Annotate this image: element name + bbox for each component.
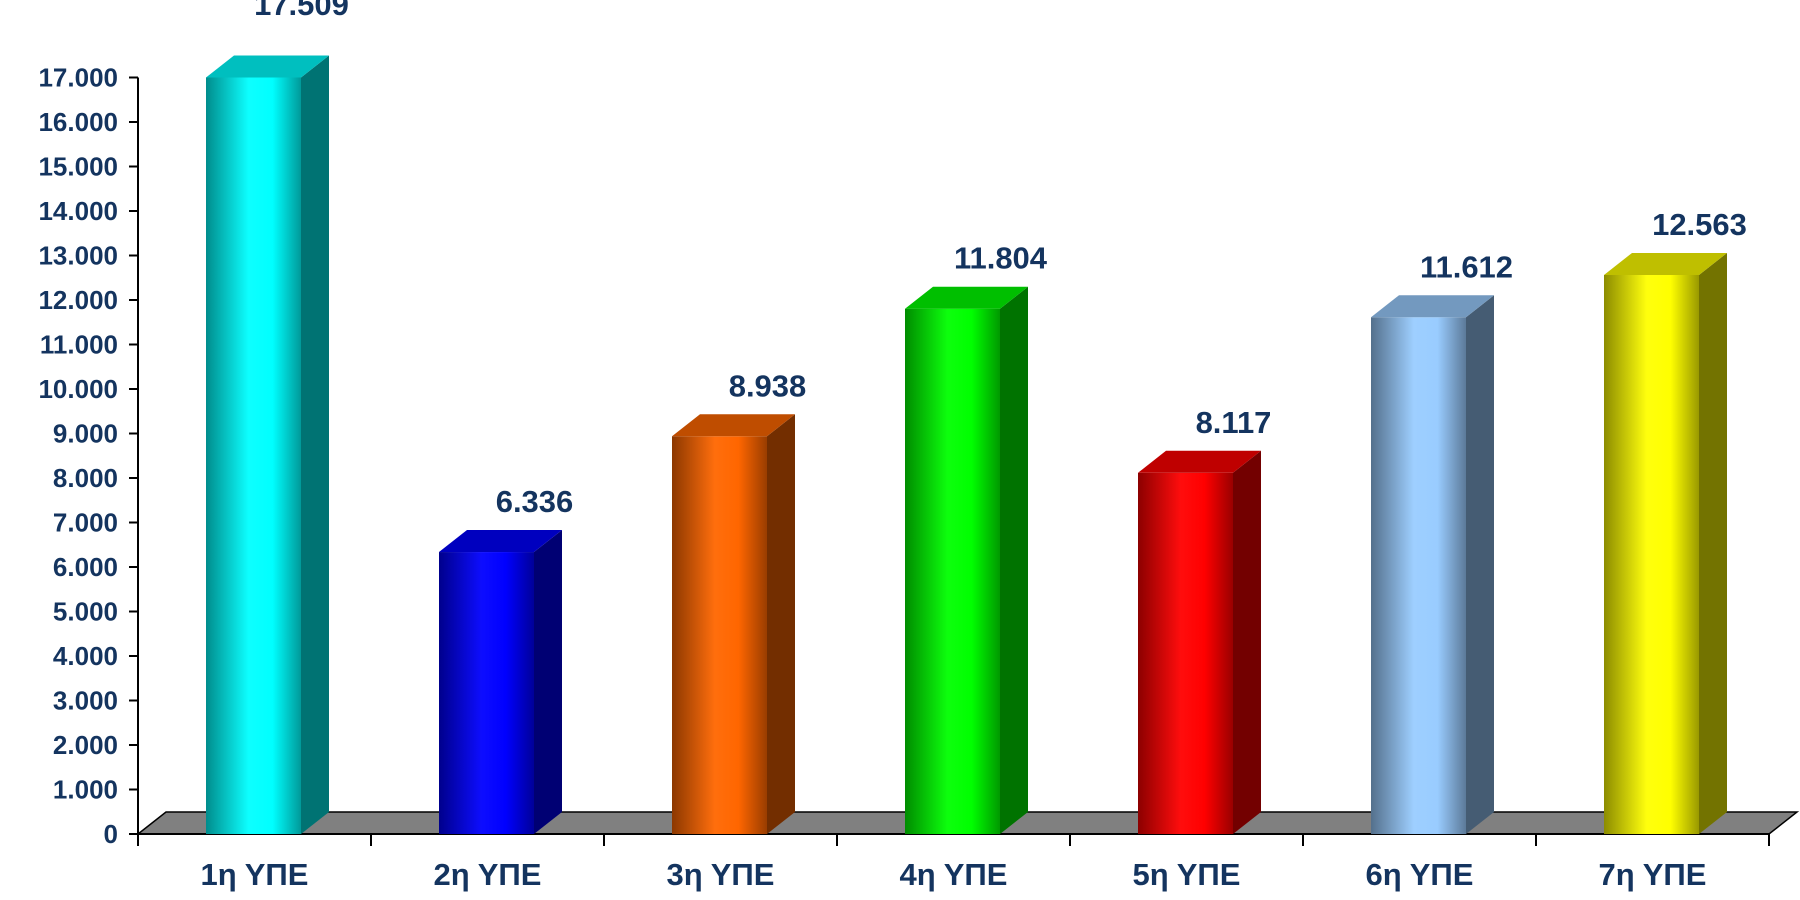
bar-side: [1000, 286, 1028, 834]
bar: [1604, 252, 1727, 834]
bar-value-label: 11.804: [954, 241, 1048, 276]
bar: [1138, 450, 1261, 834]
bar-front: [1604, 274, 1699, 834]
y-tick-label: 16.000: [38, 107, 118, 137]
bar-front: [1371, 317, 1466, 834]
bar: [1371, 295, 1494, 834]
y-tick-label: 14.000: [38, 196, 118, 226]
bar-value-label: 8.117: [1196, 405, 1272, 440]
x-category-label: 1η ΥΠΕ: [201, 857, 309, 892]
y-tick-label: 8.000: [53, 463, 118, 493]
bar-value-label: 11.612: [1420, 249, 1513, 284]
value-labels: 17.509 6.336 8.938 11.804 8.117 11.612 12.563: [254, 0, 1747, 519]
y-tick-label: 15.000: [38, 152, 118, 182]
bar-side: [1466, 295, 1494, 834]
bar-top: [1371, 295, 1494, 318]
bar-side: [1699, 252, 1727, 834]
y-tick-label: 9.000: [53, 419, 118, 449]
bar-side: [534, 530, 562, 834]
bar-front: [206, 77, 301, 834]
x-category-label: 7η ΥΠΕ: [1599, 857, 1707, 892]
bar-side: [301, 55, 329, 834]
bar-top: [206, 55, 329, 78]
bar-front: [672, 436, 767, 834]
x-category-label: 3η ΥΠΕ: [667, 857, 775, 892]
x-category-label: 4η ΥΠΕ: [900, 857, 1008, 892]
x-axis: 1η ΥΠΕ 2η ΥΠΕ 3η ΥΠΕ 4η ΥΠΕ 5η ΥΠΕ 6η ΥΠΕ 7η Υ…: [137, 833, 1770, 892]
y-axis: 0 1.000 2.000 3.000 4.000 5.000 6.000 7.000 8.00…: [38, 63, 139, 849]
y-tick-label: 5.000: [53, 597, 118, 627]
bar-front: [905, 308, 1000, 834]
bar-value-label: 8.938: [729, 368, 807, 403]
y-tick-label: 13.000: [38, 241, 118, 271]
bar-front: [439, 552, 534, 834]
y-tick-label: 17.000: [38, 63, 118, 93]
y-tick-label: 1.000: [53, 775, 118, 805]
bar-top: [1138, 450, 1261, 473]
bar-top: [439, 530, 562, 553]
bar-value-label: 17.509: [254, 0, 349, 22]
y-tick-label: 4.000: [53, 641, 118, 671]
y-tick-label: 0: [104, 819, 118, 849]
bar-side: [1233, 450, 1261, 834]
bar: [439, 530, 562, 834]
bar-side: [767, 414, 795, 834]
bar-front: [1138, 472, 1233, 834]
bar-top: [905, 286, 1028, 309]
bar-value-label: 12.563: [1652, 207, 1747, 242]
y-tick-label: 6.000: [53, 552, 118, 582]
y-tick-label: 12.000: [38, 285, 118, 315]
y-tick-label: 11.000: [40, 330, 118, 360]
bars: [206, 55, 1727, 834]
bar: [672, 414, 795, 834]
y-tick-label: 7.000: [53, 508, 118, 538]
x-category-label: 5η ΥΠΕ: [1133, 857, 1241, 892]
bar: [206, 55, 329, 834]
bar-value-label: 6.336: [496, 484, 574, 519]
x-category-label: 6η ΥΠΕ: [1366, 857, 1474, 892]
bar: [905, 286, 1028, 834]
bar-top: [672, 414, 795, 437]
y-tick-label: 10.000: [38, 374, 118, 404]
bar-top: [1604, 252, 1727, 275]
y-tick-label: 2.000: [53, 730, 118, 760]
x-category-label: 2η ΥΠΕ: [434, 857, 542, 892]
y-tick-label: 3.000: [53, 686, 118, 716]
